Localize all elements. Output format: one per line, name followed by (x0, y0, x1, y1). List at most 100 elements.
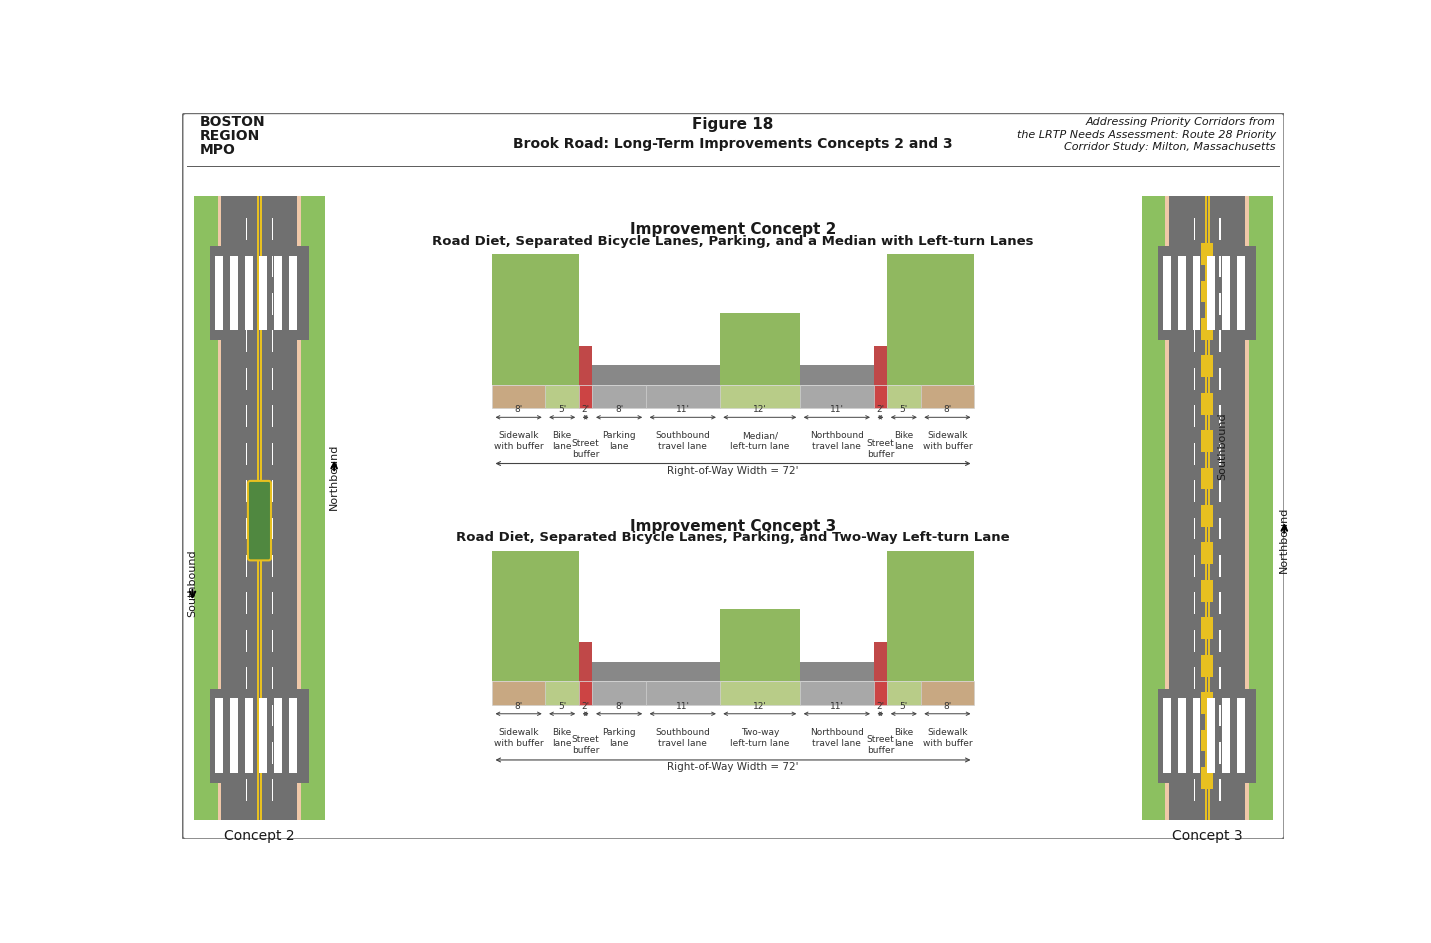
Text: 8': 8' (615, 405, 624, 414)
Bar (1201, 356, 1213, 377)
Bar (1219, 218, 1221, 240)
Bar (1193, 293, 1195, 315)
Text: Right-of-Way Width = 72': Right-of-Way Width = 72' (667, 762, 798, 772)
Bar (1193, 256, 1195, 277)
Bar (1193, 518, 1195, 539)
Bar (245, 256, 253, 330)
Bar (1193, 742, 1195, 764)
Bar (246, 293, 248, 315)
Bar (1192, 699, 1201, 773)
Text: 8': 8' (615, 702, 624, 711)
Bar (272, 442, 273, 465)
Bar (1201, 318, 1213, 339)
Bar (1249, 196, 1272, 820)
Bar (492, 254, 580, 385)
Bar (246, 592, 248, 614)
Bar (1193, 218, 1195, 240)
Text: Concept 3: Concept 3 (1172, 829, 1242, 843)
Bar (272, 480, 273, 502)
Bar (1193, 668, 1195, 689)
Bar (1219, 368, 1221, 389)
Bar (1201, 393, 1213, 415)
Text: 2': 2' (876, 702, 884, 711)
Bar (272, 368, 273, 389)
Text: Figure 18: Figure 18 (693, 117, 774, 132)
Bar (887, 385, 920, 408)
Bar (195, 196, 325, 820)
Bar (1219, 330, 1221, 353)
Bar (1201, 430, 1213, 452)
Bar (1219, 630, 1221, 652)
Bar (272, 518, 273, 539)
Bar (920, 682, 975, 704)
Bar (1219, 256, 1221, 277)
Text: BOSTON: BOSTON (199, 115, 265, 129)
Bar (1193, 330, 1195, 353)
Text: 8': 8' (515, 702, 522, 711)
Bar (1208, 256, 1215, 330)
Bar (592, 365, 874, 385)
Bar (246, 218, 248, 240)
Bar (1201, 468, 1213, 489)
Text: Northbound
travel lane: Northbound travel lane (810, 728, 864, 748)
Bar (580, 642, 592, 682)
Bar (1219, 704, 1221, 726)
Bar (246, 668, 248, 689)
Bar (1201, 280, 1213, 303)
Bar (215, 256, 223, 330)
Text: 11': 11' (830, 702, 844, 711)
Bar (1163, 256, 1171, 330)
Bar (272, 405, 273, 427)
Bar (289, 256, 296, 330)
Bar (1193, 480, 1195, 502)
Bar (246, 554, 248, 577)
Bar (272, 218, 273, 240)
FancyBboxPatch shape (183, 113, 1285, 839)
Bar (1208, 699, 1215, 773)
Bar (275, 699, 282, 773)
Text: Right-of-Way Width = 72': Right-of-Way Width = 72' (667, 466, 798, 476)
Bar (1163, 699, 1171, 773)
Bar (580, 682, 592, 704)
Bar (545, 682, 580, 704)
Text: Two-way
left-turn lane: Two-way left-turn lane (730, 728, 790, 748)
Text: 12': 12' (753, 405, 767, 414)
Bar (1178, 699, 1186, 773)
Bar (258, 196, 259, 820)
Text: REGION: REGION (199, 129, 259, 143)
Bar (645, 682, 720, 704)
Bar (1193, 780, 1195, 802)
Text: Southbound: Southbound (1218, 412, 1228, 480)
Bar (874, 682, 887, 704)
Bar (246, 405, 248, 427)
Bar (259, 699, 268, 773)
Bar (1219, 518, 1221, 539)
Text: Northbound: Northbound (1279, 506, 1289, 572)
Bar (1201, 654, 1213, 676)
Bar (1193, 704, 1195, 726)
Text: Bike
lane: Bike lane (552, 431, 572, 452)
Bar (874, 346, 887, 385)
Bar (275, 256, 282, 330)
Text: 11': 11' (830, 405, 844, 414)
Bar (592, 682, 645, 704)
Bar (1201, 618, 1213, 639)
Text: 5': 5' (558, 405, 567, 414)
Bar (260, 196, 262, 820)
Text: Northbound
travel lane: Northbound travel lane (810, 431, 864, 452)
Text: Northbound: Northbound (329, 444, 339, 510)
Bar (720, 385, 800, 408)
Bar (1219, 442, 1221, 465)
Bar (592, 385, 645, 408)
Bar (272, 630, 273, 652)
Bar (720, 609, 800, 682)
Bar (1201, 542, 1213, 564)
Bar (1192, 256, 1201, 330)
Text: 2': 2' (876, 405, 884, 414)
Bar (215, 699, 223, 773)
Bar (1219, 592, 1221, 614)
Bar (1142, 196, 1272, 820)
Text: Brook Road: Long-Term Improvements Concepts 2 and 3: Brook Road: Long-Term Improvements Conce… (514, 137, 953, 151)
Text: Sidewalk
with buffer: Sidewalk with buffer (494, 728, 544, 748)
Bar (272, 293, 273, 315)
